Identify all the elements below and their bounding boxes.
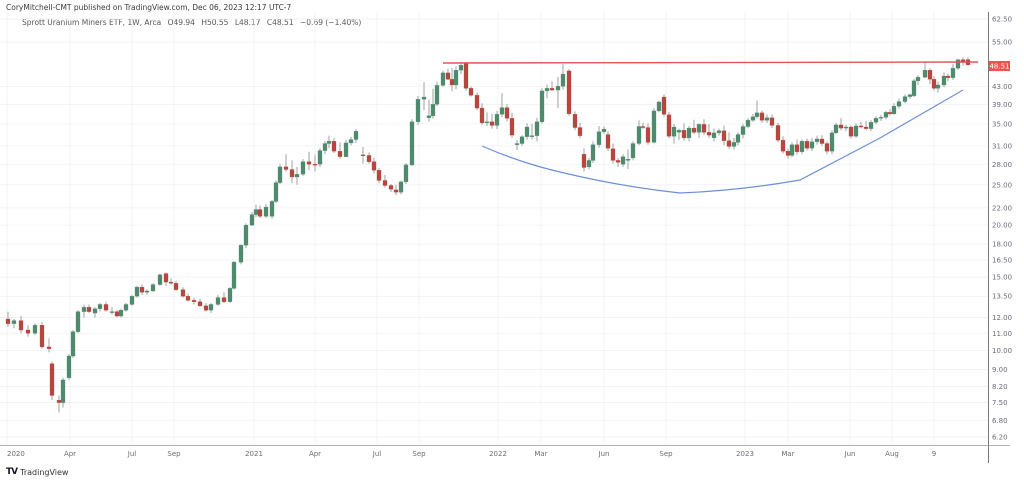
price-tick-label: 28.00 bbox=[992, 161, 1012, 169]
svg-text:48.51: 48.51 bbox=[989, 63, 1009, 71]
price-tick-label: 12.00 bbox=[992, 314, 1012, 322]
price-tick-label: 35.00 bbox=[992, 120, 1012, 128]
time-tick-label: 2021 bbox=[245, 450, 263, 458]
price-tick-label: 10.00 bbox=[992, 347, 1012, 355]
published-by-line: CoryMitchell-CMT published on TradingVie… bbox=[6, 3, 292, 12]
price-tick-label: 11.00 bbox=[992, 330, 1012, 338]
resistance-line bbox=[442, 61, 979, 64]
close-value: C48.51 bbox=[266, 18, 294, 27]
change-value: −0.69 (−1.40%) bbox=[300, 18, 362, 27]
price-tick-label: 55.00 bbox=[992, 39, 1012, 47]
time-tick-label: 2020 bbox=[7, 450, 25, 458]
price-tick-label: 25.00 bbox=[992, 181, 1012, 189]
time-tick-label: Mar bbox=[534, 450, 547, 458]
cup-support-curve bbox=[481, 89, 964, 194]
last-price-tag: 48.51 bbox=[989, 61, 1010, 71]
open-value: O49.94 bbox=[167, 18, 195, 27]
time-tick-label: 9 bbox=[932, 450, 936, 458]
time-axis[interactable]: 2020 Apr Jul Sep 2021 Apr Jul Sep 2022 Mar Jun Sep 2… bbox=[7, 450, 936, 458]
price-tick-label: 20.00 bbox=[992, 222, 1012, 230]
price-tick-label: 22.00 bbox=[992, 204, 1012, 212]
tradingview-footer: TV TradingView bbox=[6, 467, 68, 477]
symbol-legend: Sprott Uranium Miners ETF, 1W, Arca O49.… bbox=[22, 18, 365, 27]
price-tick-label: 6.80 bbox=[992, 417, 1008, 425]
time-tick-label: Apr bbox=[64, 450, 76, 458]
time-tick-label: Sep bbox=[167, 450, 181, 458]
price-tick-label: 62.50 bbox=[992, 16, 1012, 24]
price-tick-label: 39.00 bbox=[992, 101, 1012, 109]
price-tick-label: 8.20 bbox=[992, 383, 1008, 391]
price-tick-label: 43.00 bbox=[992, 83, 1012, 91]
price-tick-label: 9.00 bbox=[992, 366, 1008, 374]
time-tick-label: Apr bbox=[309, 450, 321, 458]
price-tick-label: 7.50 bbox=[992, 399, 1008, 407]
tradingview-brand: TradingView bbox=[20, 467, 69, 477]
time-tick-label: 2023 bbox=[736, 450, 754, 458]
time-tick-label: 2022 bbox=[489, 450, 507, 458]
time-tick-label: Jul bbox=[372, 450, 382, 458]
price-tick-label: 15.00 bbox=[992, 274, 1012, 282]
candlesticks bbox=[5, 57, 971, 413]
time-tick-label: Sep bbox=[412, 450, 426, 458]
price-axis[interactable]: 62.50 55.00 43.00 39.00 35.00 31.00 28.00 25.00… bbox=[992, 16, 1012, 442]
time-tick-label: Sep bbox=[659, 450, 673, 458]
low-value: L48.17 bbox=[234, 18, 261, 27]
symbol-description: Sprott Uranium Miners ETF, 1W, Arca bbox=[22, 18, 162, 27]
time-tick-label: Aug bbox=[885, 450, 899, 458]
price-tick-label: 18.00 bbox=[992, 241, 1012, 249]
price-tick-label: 13.50 bbox=[992, 293, 1012, 301]
price-tick-label: 6.20 bbox=[992, 434, 1008, 442]
high-value: H50.55 bbox=[201, 18, 229, 27]
time-tick-label: Jun bbox=[844, 450, 856, 458]
tradingview-logo-icon: TV bbox=[6, 467, 18, 477]
grid-lines bbox=[0, 12, 988, 445]
time-tick-label: Jun bbox=[598, 450, 610, 458]
price-tick-label: 16.50 bbox=[992, 256, 1012, 264]
price-tick-label: 31.00 bbox=[992, 142, 1012, 150]
drawings bbox=[442, 61, 979, 194]
time-tick-label: Jul bbox=[127, 450, 137, 458]
time-tick-label: Mar bbox=[781, 450, 794, 458]
